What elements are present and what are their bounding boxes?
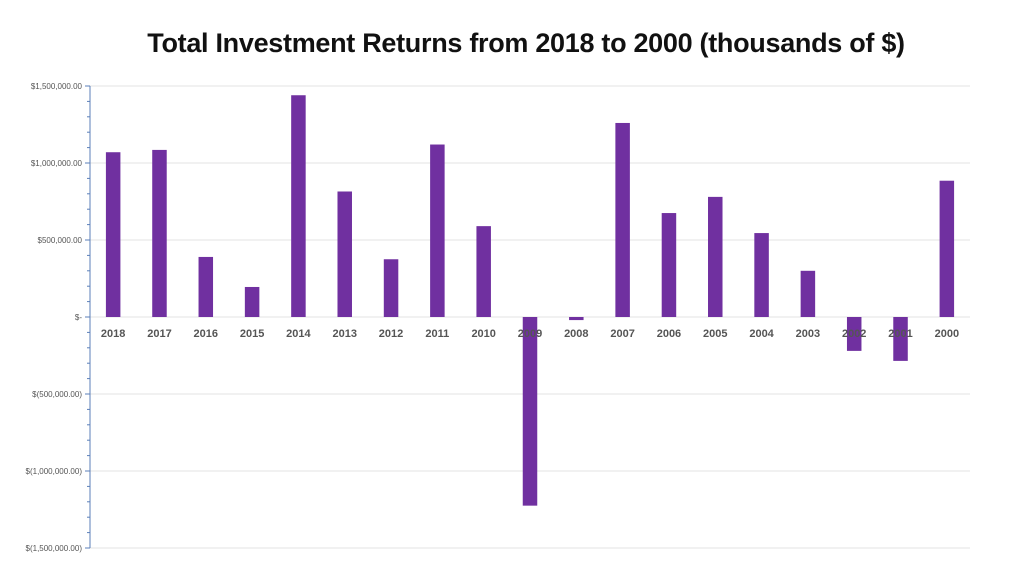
y-tick-label: $1,000,000.00 [31, 159, 83, 168]
bar [754, 233, 769, 317]
bar [291, 95, 306, 318]
bar [430, 144, 445, 317]
x-tick-labels: 2018 2017 2016 2015 2014 2013 2012 2011 2010 2009… [101, 328, 959, 340]
bar [244, 286, 260, 317]
x-tick-label: 2004 [749, 328, 774, 340]
bar [893, 317, 908, 361]
bar [846, 317, 862, 351]
x-tick-label: 2009 [518, 328, 542, 340]
bar [615, 122, 630, 318]
x-tick-label: 2002 [842, 328, 866, 340]
bars [105, 95, 955, 506]
x-tick-label: 2003 [796, 328, 820, 340]
x-tick-label: 2007 [610, 328, 634, 340]
bar [105, 152, 121, 317]
bar [337, 191, 352, 317]
bar [800, 270, 816, 317]
x-tick-label: 2018 [101, 328, 125, 340]
bar [198, 256, 214, 317]
x-tick-label: 2005 [703, 328, 727, 340]
bar [522, 317, 538, 506]
x-tick-label: 2015 [240, 328, 264, 340]
x-tick-label: 2008 [564, 328, 588, 340]
x-tick-label: 2014 [286, 328, 311, 340]
y-tick-label: $1,500,000.00 [31, 82, 83, 91]
bar [476, 226, 491, 317]
y-tick-label: $(1,000,000.00) [26, 467, 83, 476]
x-tick-label: 2006 [657, 328, 681, 340]
y-tick-labels: $1,500,000.00 $1,000,000.00 $500,000.00 $- $… [26, 82, 83, 553]
y-tick-label: $- [75, 313, 82, 322]
bar [708, 196, 723, 317]
y-tick-label: $(1,500,000.00) [26, 544, 83, 553]
x-tick-label: 2001 [888, 328, 912, 340]
y-axis [85, 85, 91, 549]
bar [152, 149, 167, 317]
x-tick-label: 2017 [147, 328, 171, 340]
y-tick-label: $500,000.00 [38, 236, 83, 245]
x-tick-label: 2000 [935, 328, 959, 340]
bar [569, 317, 584, 321]
x-tick-label: 2011 [425, 328, 449, 340]
x-tick-label: 2016 [194, 328, 218, 340]
chart-title: Total Investment Returns from 2018 to 20… [147, 28, 905, 58]
y-tick-label: $(500,000.00) [32, 390, 82, 399]
bar [661, 213, 677, 317]
bar [383, 259, 399, 317]
x-tick-label: 2012 [379, 328, 403, 340]
x-tick-label: 2010 [471, 328, 495, 340]
x-tick-label: 2013 [332, 328, 356, 340]
bar [939, 180, 955, 317]
